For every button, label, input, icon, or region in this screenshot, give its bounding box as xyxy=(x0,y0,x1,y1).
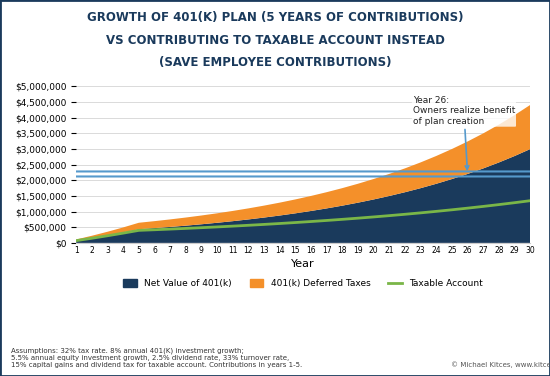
Text: © Michael Kitces, www.kitces.com: © Michael Kitces, www.kitces.com xyxy=(451,362,550,368)
Taxable Account xyxy=(135,228,142,233)
Taxable Account xyxy=(323,218,330,223)
Taxable Account xyxy=(214,225,221,229)
Taxable Account xyxy=(292,220,299,225)
Taxable Account xyxy=(496,202,502,207)
Taxable Account xyxy=(73,238,80,243)
Line: Taxable Account: Taxable Account xyxy=(76,201,530,241)
Taxable Account xyxy=(151,227,158,232)
X-axis label: Year: Year xyxy=(292,259,315,269)
Taxable Account xyxy=(417,211,424,215)
Taxable Account xyxy=(183,226,189,230)
Taxable Account xyxy=(370,215,377,219)
Taxable Account xyxy=(229,224,236,228)
Taxable Account xyxy=(339,217,345,221)
Taxable Account xyxy=(464,206,471,211)
Taxable Account xyxy=(89,236,95,241)
Taxable Account xyxy=(261,222,267,227)
Text: Assumptions: 32% tax rate. 8% annual 401(K) investment growth;
5.5% annual equit: Assumptions: 32% tax rate. 8% annual 401… xyxy=(11,348,302,368)
Taxable Account xyxy=(433,209,439,214)
Taxable Account xyxy=(120,231,127,235)
Taxable Account xyxy=(480,204,486,209)
Taxable Account xyxy=(511,200,518,205)
Text: GROWTH OF 401(K) PLAN (5 YEARS OF CONTRIBUTIONS): GROWTH OF 401(K) PLAN (5 YEARS OF CONTRI… xyxy=(87,11,463,24)
Legend: Net Value of 401(k), 401(k) Deferred Taxes, Taxable Account: Net Value of 401(k), 401(k) Deferred Tax… xyxy=(120,276,487,292)
Taxable Account xyxy=(198,226,205,230)
Text: Year 26:
Owners realize benefit
of plan creation: Year 26: Owners realize benefit of plan … xyxy=(412,96,515,169)
Taxable Account xyxy=(307,219,314,224)
Taxable Account xyxy=(355,216,361,220)
Taxable Account xyxy=(104,233,111,238)
Taxable Account xyxy=(449,208,455,212)
Taxable Account xyxy=(277,221,283,226)
Taxable Account xyxy=(386,214,393,218)
Taxable Account xyxy=(527,199,534,203)
Taxable Account xyxy=(402,212,408,217)
Text: (SAVE EMPLOYEE CONTRIBUTIONS): (SAVE EMPLOYEE CONTRIBUTIONS) xyxy=(159,56,391,70)
Taxable Account xyxy=(245,223,252,227)
Taxable Account xyxy=(167,227,173,231)
Text: VS CONTRIBUTING TO TAXABLE ACCOUNT INSTEAD: VS CONTRIBUTING TO TAXABLE ACCOUNT INSTE… xyxy=(106,34,444,47)
